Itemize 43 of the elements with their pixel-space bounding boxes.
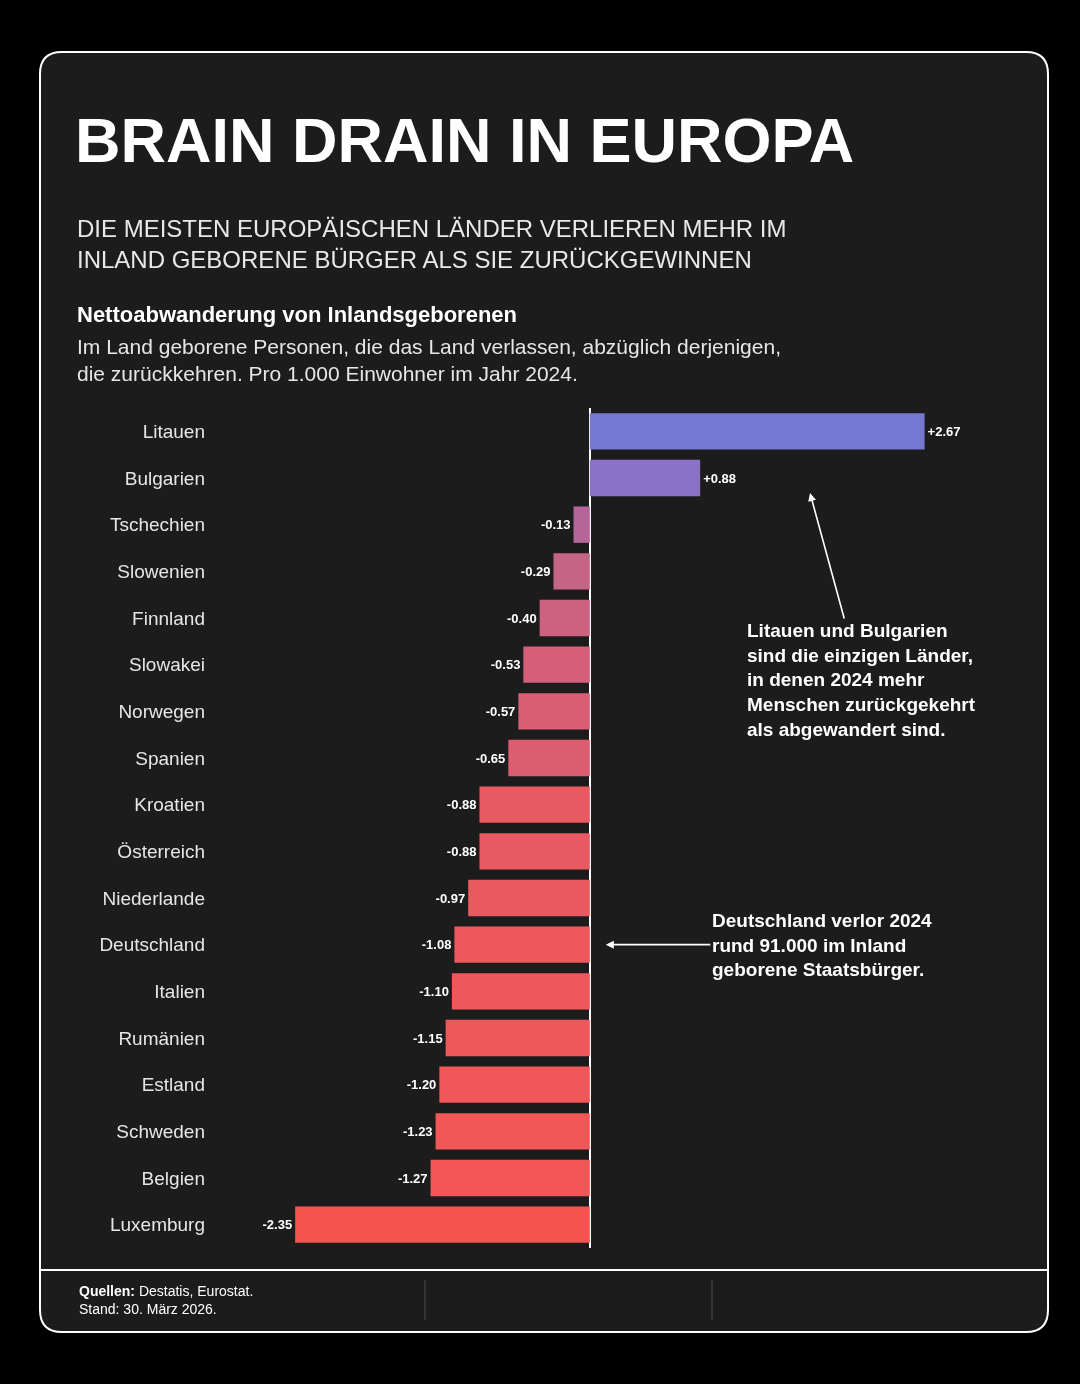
data-label: -1.10 xyxy=(419,983,449,999)
y-tick-label: Finnland xyxy=(132,607,205,629)
chart-subtitle: DIE MEISTEN EUROPÄISCHEN LÄNDER VERLIEREN MEHR IM INLAND GEBORENE BÜRGER ALS SIE ZURÜCKGEWINNEN xyxy=(77,215,787,274)
source-note: Quellen: Destatis, Eurostat. Stand: 30. März 2026. xyxy=(79,1283,254,1318)
annotation: Litauen und Bulgarien sind die einzigen Länder, in denen 2024 mehr Menschen zurückgekehrt als abgewandert sind. xyxy=(747,620,976,740)
data-label: +0.88 xyxy=(703,470,737,486)
data-label: -0.40 xyxy=(507,610,537,626)
y-tick-label: Estland xyxy=(141,1074,205,1096)
data-label: -1.23 xyxy=(402,1123,433,1139)
data-label: -0.57 xyxy=(485,703,516,719)
y-tick-label: Norwegen xyxy=(118,700,205,722)
y-tick-label: Slowakei xyxy=(128,654,205,676)
y-tick-label: Luxemburg xyxy=(109,1214,205,1236)
y-tick-label: Litauen xyxy=(142,420,205,442)
data-label: -0.65 xyxy=(475,750,506,766)
y-tick-label: Niederlande xyxy=(102,887,205,909)
y-tick-label: Kroatien xyxy=(134,794,205,816)
data-label: -0.29 xyxy=(520,563,551,579)
data-label: -2.35 xyxy=(262,1217,293,1233)
y-tick-label: Italien xyxy=(154,980,205,1002)
y-tick-label: Spanien xyxy=(135,747,205,769)
data-label: -1.15 xyxy=(412,1030,443,1046)
data-label: -0.88 xyxy=(446,797,477,813)
y-tick-label: Rumänien xyxy=(118,1027,205,1049)
chart-title: BRAIN DRAIN IN EUROPA xyxy=(75,105,855,176)
data-label: -0.97 xyxy=(435,890,466,906)
y-tick-label: Österreich xyxy=(117,840,205,862)
data-label: +2.67 xyxy=(927,423,961,439)
data-label: -0.53 xyxy=(490,657,521,673)
data-label: -1.20 xyxy=(406,1077,437,1093)
y-tick-label: Deutschland xyxy=(99,934,205,956)
y-tick-label: Tschechien xyxy=(109,514,205,536)
data-label: -1.27 xyxy=(397,1170,428,1186)
y-tick-label: Bulgarien xyxy=(124,467,205,489)
data-label: -0.13 xyxy=(540,517,571,533)
text: Nettoabwanderung von Inlandsgeborenen xyxy=(77,302,518,327)
annotation: Deutschland verlor 2024 rund 91.000 im Inland geborene Staatsbürger. xyxy=(712,910,933,981)
data-label: -0.88 xyxy=(446,843,477,859)
y-tick-label: Schweden xyxy=(116,1120,205,1142)
y-tick-label: Slowenien xyxy=(117,560,205,582)
text: Im Land geborene Personen, die das Land verlassen, abzüglich derjenigen, die zurückkehren. Pro 1.000 Einwohner im Jahr 2024. xyxy=(77,335,781,386)
y-tick-label: Belgien xyxy=(141,1167,205,1189)
data-label: -1.08 xyxy=(421,937,452,953)
